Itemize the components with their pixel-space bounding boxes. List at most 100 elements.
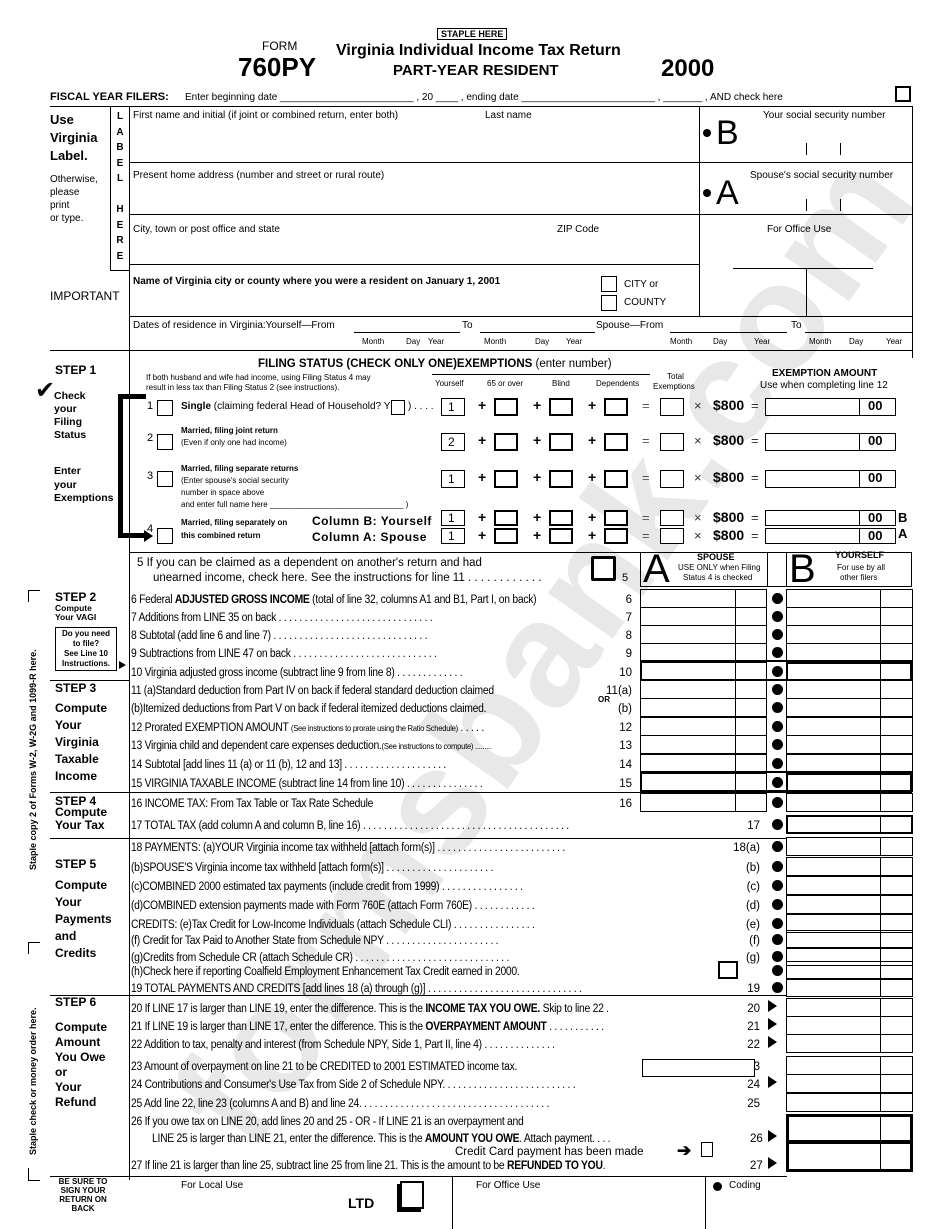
column-b-amount-field[interactable] <box>786 837 913 856</box>
column-b-amount-field[interactable] <box>786 857 913 876</box>
exemption-count-field[interactable] <box>549 510 573 526</box>
status-single-checkbox[interactable] <box>157 400 173 416</box>
column-b-amount-field[interactable] <box>786 978 913 997</box>
total-exemptions-field[interactable] <box>660 398 684 416</box>
cents-divider <box>735 793 736 812</box>
date-field[interactable] <box>354 332 460 333</box>
yourself-exemption-field[interactable]: 1 <box>441 398 465 416</box>
column-a-amount-field[interactable] <box>640 717 767 736</box>
column-b-amount-field[interactable] <box>786 998 913 1017</box>
line23-column-a-field[interactable] <box>642 1059 755 1077</box>
dependent-checkbox[interactable] <box>591 556 616 581</box>
status-separate-checkbox[interactable] <box>157 471 173 487</box>
yourself-exemption-field[interactable]: 2 <box>441 433 465 451</box>
fiscal-year-dates[interactable]: Enter beginning date ___________________… <box>185 92 783 103</box>
exemption-count-field[interactable] <box>494 398 518 416</box>
corner-mark <box>28 1168 29 1180</box>
exemption-amount-field[interactable] <box>765 398 896 416</box>
spouse-full-name-field[interactable]: and enter full name here _______________… <box>181 500 409 509</box>
resident-city-county-field[interactable]: Name of Virginia city or county where yo… <box>133 276 501 287</box>
first-name-field[interactable]: First name and initial (if joint or comb… <box>133 110 399 121</box>
exemption-amount-field[interactable] <box>765 433 896 451</box>
column-b-amount-field[interactable] <box>786 895 913 914</box>
total-exemptions-field[interactable] <box>660 528 684 544</box>
bullet-icon <box>772 611 783 622</box>
ltd-checkbox[interactable] <box>400 1181 424 1209</box>
column-b-amount-field[interactable] <box>786 1074 913 1093</box>
status-combined-checkbox[interactable] <box>157 528 173 544</box>
your-ssn-field[interactable]: Your social security number <box>763 110 886 121</box>
column-b-amount-field[interactable] <box>786 876 913 895</box>
yourself-exemption-field[interactable]: 1 <box>441 470 465 488</box>
column-b-amount-field[interactable] <box>786 589 913 608</box>
total-exemptions-field[interactable] <box>660 433 684 451</box>
column-a-amount-field[interactable] <box>640 793 767 812</box>
exemption-count-field[interactable] <box>604 510 628 526</box>
date-field[interactable] <box>480 332 595 333</box>
fiscal-year-checkbox[interactable] <box>895 86 911 102</box>
s5l-line: Your <box>55 895 82 909</box>
exemption-count-field[interactable] <box>604 433 628 451</box>
exemption-count-field[interactable] <box>549 470 573 488</box>
exemption-count-field[interactable] <box>494 528 518 544</box>
exemption-rate: $800 <box>713 397 745 413</box>
exemption-count-field[interactable] <box>549 433 573 451</box>
exemption-count-field[interactable] <box>494 433 518 451</box>
line27-amount-field[interactable] <box>786 1141 913 1172</box>
column-a-amount-field[interactable] <box>640 589 767 608</box>
last-name-field[interactable]: Last name <box>485 110 532 121</box>
column-b-amount-field[interactable] <box>786 1056 913 1075</box>
column-a-amount-field[interactable] <box>640 735 767 754</box>
t-status: Status <box>54 429 87 441</box>
column-b-amount-field[interactable] <box>786 717 913 736</box>
sg3: BACK <box>71 1204 95 1213</box>
column-b-amount-field[interactable] <box>786 793 913 812</box>
column-b-amount-field[interactable] <box>786 1016 913 1035</box>
city-checkbox[interactable] <box>601 276 617 292</box>
exemption-count-field[interactable] <box>494 470 518 488</box>
spouse-ssn-field[interactable]: Spouse's social security number <box>750 170 894 181</box>
county-checkbox[interactable] <box>601 295 617 311</box>
yourself-exemption-field[interactable]: 1 <box>441 510 465 526</box>
column-a-amount-field[interactable] <box>640 625 767 644</box>
address-field[interactable]: Present home address (number and street … <box>133 170 385 181</box>
exemption-count-field[interactable] <box>549 398 573 416</box>
total-exemptions-field[interactable] <box>660 510 684 526</box>
cents-divider <box>735 643 736 662</box>
exemption-amount-field[interactable] <box>765 510 896 526</box>
column-b-amount-field[interactable] <box>786 914 913 933</box>
exemption-count-field[interactable] <box>604 528 628 544</box>
total-exemptions-field[interactable] <box>660 470 684 488</box>
column-b-amount-field[interactable] <box>786 815 913 834</box>
date-field[interactable] <box>805 332 912 333</box>
status-joint-checkbox[interactable] <box>157 434 173 450</box>
line26-amount-field[interactable] <box>786 1114 913 1143</box>
divider <box>786 552 787 587</box>
exemption-amount-field[interactable] <box>765 528 896 544</box>
city-field[interactable]: City, town or post office and state <box>133 224 280 235</box>
head-of-household-yes-checkbox[interactable] <box>391 400 405 415</box>
column-a-amount-field[interactable] <box>640 698 767 717</box>
column-b-amount-field[interactable] <box>786 680 913 699</box>
column-a-amount-field[interactable] <box>640 680 767 699</box>
zip-field[interactable]: ZIP Code <box>557 224 600 235</box>
column-a-amount-field[interactable] <box>640 607 767 626</box>
exemption-count-field[interactable] <box>494 510 518 526</box>
column-b-amount-field[interactable] <box>786 947 913 966</box>
column-b-amount-field[interactable] <box>786 607 913 626</box>
exemption-amount-field[interactable] <box>765 470 896 488</box>
column-b-amount-field[interactable] <box>786 625 913 644</box>
column-b-amount-field[interactable] <box>786 1093 913 1112</box>
column-b-amount-field[interactable] <box>786 1034 913 1053</box>
exemption-count-field[interactable] <box>604 470 628 488</box>
coalfield-checkbox[interactable] <box>718 961 738 979</box>
column-b-amount-field[interactable] <box>786 735 913 754</box>
credit-card-checkbox[interactable] <box>701 1142 713 1157</box>
exemption-count-field[interactable] <box>549 528 573 544</box>
yourself-exemption-field[interactable]: 1 <box>441 528 465 544</box>
column-b-amount-field[interactable] <box>786 698 913 717</box>
exemption-count-field[interactable] <box>604 398 628 416</box>
column-b-amount-field[interactable] <box>786 961 913 980</box>
column-b-amount-field[interactable] <box>786 930 913 949</box>
date-field[interactable] <box>670 332 787 333</box>
